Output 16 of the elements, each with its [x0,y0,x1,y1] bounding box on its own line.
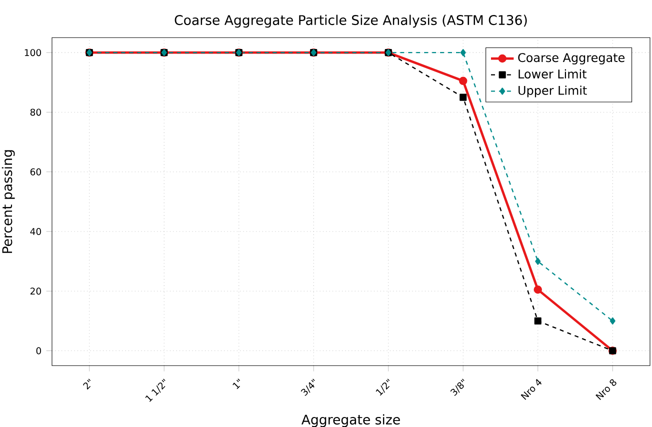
y-tick-label: 0 [36,347,42,354]
x-tick-label: 1" [232,378,240,390]
legend-label: Upper Limit [518,86,587,98]
legend-label: Lower Limit [518,69,586,79]
x-tick-label: Nro 4 [520,379,542,400]
x-tick-label: 2" [83,378,91,390]
x-axis-title: Aggregate size [301,414,400,427]
y-axis-title: Percent passing [2,150,15,253]
legend-label: Coarse Aggregate [518,53,625,64]
chart-title: Coarse Aggregate Particle Size Analysis (ASTM C136) [174,14,527,28]
y-tick-label: 100 [24,49,42,56]
x-tick-label: Nro 8 [596,379,616,400]
y-tick-label: 60 [30,168,42,176]
y-tick-label: 40 [30,228,42,235]
y-tick-label: 80 [30,108,42,116]
y-tick-label: 20 [30,288,42,295]
